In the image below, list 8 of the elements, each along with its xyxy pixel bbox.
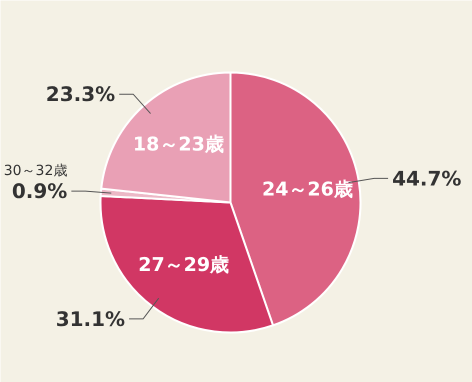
data-label: 31.1% (56, 306, 126, 331)
data-label: 0.9% (12, 179, 68, 204)
slice-label: 30～32歳 (4, 163, 68, 180)
slice-label: 27～29歳 (138, 254, 230, 276)
slice-label: 18～23歳 (132, 133, 224, 156)
slice-label: 24～26歳 (262, 178, 353, 201)
data-label: 23.3% (46, 82, 116, 106)
data-label: 44.7% (392, 166, 462, 190)
